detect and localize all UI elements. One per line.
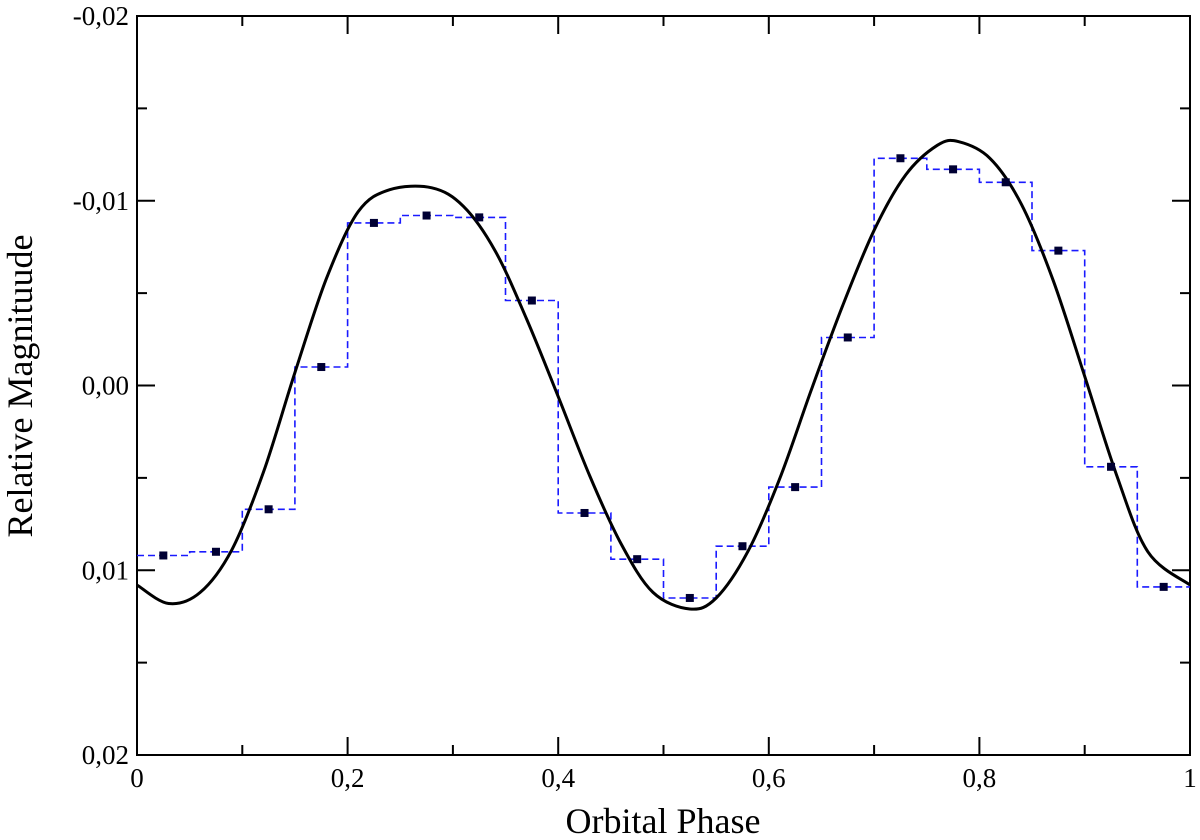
y-tick-label: 0,00 xyxy=(82,371,129,401)
data-point xyxy=(580,508,589,517)
y-tick-labels: -0,02 -0,01 0,00 0,01 0,02 xyxy=(73,1,129,770)
data-point xyxy=(896,154,905,163)
data-point xyxy=(738,542,747,551)
data-point xyxy=(685,593,694,602)
y-tick-label: -0,01 xyxy=(73,186,129,216)
data-point xyxy=(159,551,168,560)
x-axis-title: Orbital Phase xyxy=(566,801,761,840)
data-point xyxy=(1054,246,1063,255)
data-point xyxy=(1107,462,1116,471)
x-tick-label: 1 xyxy=(1183,763,1197,793)
x-tick-label: 0,2 xyxy=(331,763,365,793)
tick-marks xyxy=(136,15,1191,756)
fit-curve-series xyxy=(136,138,1191,611)
data-point xyxy=(369,218,378,227)
data-point xyxy=(211,547,220,556)
x-tick-label: 0,6 xyxy=(752,763,786,793)
data-point xyxy=(843,333,852,342)
x-tick-label: 0,8 xyxy=(963,763,997,793)
data-point xyxy=(264,505,273,514)
data-point xyxy=(527,296,536,305)
data-point xyxy=(949,165,958,174)
data-points-series xyxy=(159,154,1168,602)
x-tick-label: 0,4 xyxy=(541,763,575,793)
data-point xyxy=(1159,582,1168,591)
fit-curve xyxy=(136,138,1191,611)
x-tick-labels: 0 0,2 0,4 0,6 0,8 1 xyxy=(130,763,1197,793)
data-point xyxy=(791,483,800,492)
x-tick-label: 0 xyxy=(130,763,144,793)
data-point xyxy=(317,363,326,372)
data-point xyxy=(1001,178,1010,187)
y-tick-label: -0,02 xyxy=(73,1,129,31)
data-point xyxy=(475,213,484,222)
plot-frame xyxy=(136,15,1191,756)
y-axis-title: Relative Magnituude xyxy=(0,235,40,538)
y-tick-label: 0,01 xyxy=(82,555,129,585)
data-point xyxy=(633,555,642,564)
data-point xyxy=(422,211,431,220)
y-tick-label: 0,02 xyxy=(82,740,129,770)
